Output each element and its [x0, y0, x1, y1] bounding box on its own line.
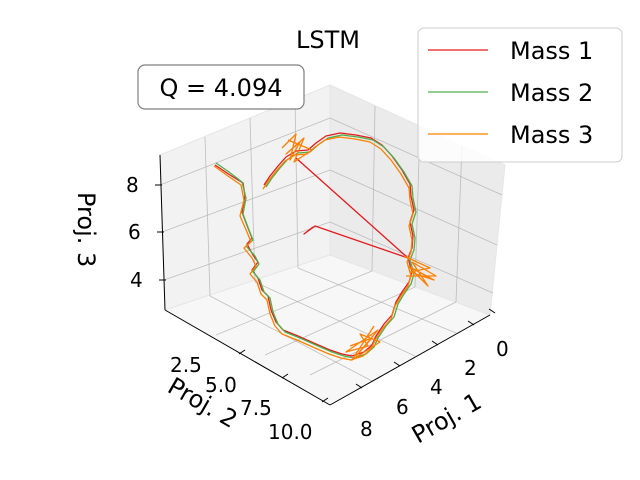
- series-mass-3-cluster-right: [403, 255, 437, 287]
- y-tick-label: 5.0: [205, 373, 237, 397]
- trajectories: [213, 132, 437, 361]
- series-mass-3-cluster-bottom: [345, 325, 381, 361]
- series-mass-3-line: [213, 136, 414, 361]
- x-tick-label: 6: [396, 395, 409, 419]
- y-axis-line: [164, 309, 331, 406]
- y-tick-label: 2.5: [170, 353, 202, 377]
- x-tick-label: 2: [464, 356, 477, 380]
- legend: Mass 1 Mass 2 Mass 3: [417, 27, 623, 163]
- x-axis-line: [329, 314, 491, 406]
- z-tick-label: 4: [130, 268, 143, 292]
- legend-box: [417, 27, 623, 163]
- ticks: [155, 184, 496, 403]
- x-tick-labels: 0 2 4 6 8: [360, 337, 509, 441]
- chart-title: LSTM: [296, 26, 360, 54]
- legend-label-mass-2: Mass 2: [510, 79, 593, 107]
- x-axis-label: Proj. 1: [407, 387, 486, 449]
- axes-panes: [159, 84, 506, 406]
- q-annotation-box: [137, 64, 305, 110]
- z-tick-labels: 8 6 4: [126, 173, 143, 292]
- x-tick-label: 8: [360, 417, 373, 441]
- series-mass-3-cluster-top: [281, 133, 313, 163]
- z-tick-label: 6: [128, 220, 141, 244]
- q-annotation-text: Q = 4.094: [160, 74, 283, 102]
- y-tick-label: 7.5: [240, 396, 272, 420]
- series-mass-1-line: [214, 132, 415, 357]
- series-mass-1-jump: [295, 157, 409, 259]
- y-tick-labels: 2.5 5.0 7.5 10.0: [170, 353, 313, 444]
- legend-label-mass-1: Mass 1: [510, 37, 593, 65]
- z-axis-label: Proj. 3: [72, 192, 100, 267]
- y-tick-label: 10.0: [268, 420, 313, 444]
- legend-label-mass-3: Mass 3: [510, 121, 593, 149]
- q-annotation: Q = 4.094: [137, 64, 305, 110]
- series-mass-2-line: [215, 134, 417, 359]
- x-tick-label: 4: [430, 375, 443, 399]
- z-tick-label: 8: [126, 173, 139, 197]
- x-tick-label: 0: [496, 337, 509, 361]
